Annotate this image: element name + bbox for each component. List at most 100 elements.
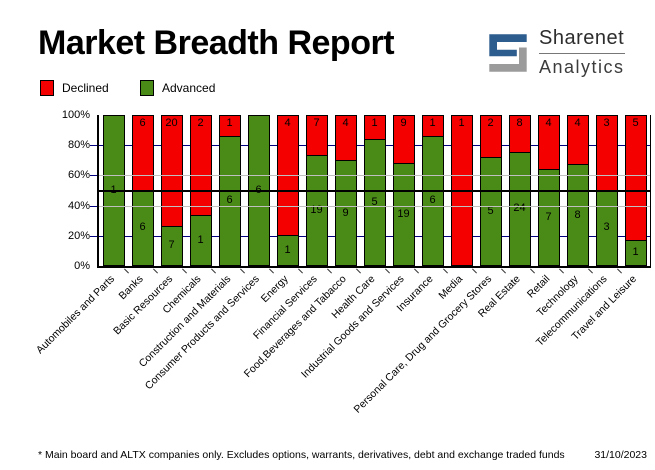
advanced-segment: 6 (421, 136, 444, 266)
y-axis-label: 0% (74, 260, 90, 272)
legend-item-advanced: Advanced (140, 80, 240, 96)
stacked-bar: 6 (218, 115, 241, 266)
declined-segment (450, 115, 473, 266)
declined-segment (160, 115, 183, 227)
declined-segment (334, 115, 357, 162)
advanced-value-label: 24 (513, 202, 526, 215)
x-axis-tick (414, 268, 419, 274)
y-axis-tick (90, 175, 97, 177)
advanced-segment: 1 (102, 115, 125, 266)
declined-segment (508, 115, 531, 153)
declined-segment (479, 115, 502, 159)
declined-value-label: 2 (487, 117, 494, 129)
stacked-bar: 5 (363, 115, 386, 266)
advanced-value-label: 1 (284, 243, 291, 256)
declined-value-label: 1 (226, 117, 233, 129)
bar-slot: 20 7 (157, 115, 186, 266)
y-axis-tick (90, 145, 97, 147)
stacked-bar: 9 (334, 115, 357, 266)
stacked-bar: 1 (276, 115, 299, 266)
declined-value-label: 1 (429, 117, 436, 129)
declined-segment (189, 115, 212, 216)
declined-value-label: 2 (197, 117, 204, 129)
y-axis-label: 80% (67, 139, 90, 152)
stacked-bar: 7 (537, 115, 560, 266)
advanced-value-label: 6 (429, 194, 436, 207)
advanced-value-label: 6 (226, 194, 233, 207)
stacked-bar (450, 115, 473, 266)
advanced-segment: 3 (595, 190, 618, 266)
advanced-value-label: 7 (168, 239, 175, 252)
x-axis-tick (124, 268, 129, 274)
stacked-bar: 7 (160, 115, 183, 266)
declined-value-label: 6 (139, 117, 146, 129)
advanced-segment: 5 (363, 140, 386, 266)
declined-swatch-icon (40, 80, 54, 96)
x-axis-tick (530, 268, 535, 274)
x-axis-tick (240, 268, 245, 274)
advanced-segment: 6 (131, 190, 154, 266)
category-label: Automobiles and Parts (33, 273, 117, 357)
declined-value-label: 4 (342, 117, 349, 129)
declined-value-label: 1 (458, 117, 465, 129)
x-axis-tick (356, 268, 361, 274)
advanced-segment: 5 (479, 158, 502, 266)
bar-slot: 9 19 (389, 115, 418, 266)
advanced-value-label: 1 (197, 233, 204, 246)
advanced-value-label: 1 (110, 184, 117, 196)
bar-slot: 1 (99, 115, 128, 266)
declined-value-label: 5 (632, 117, 639, 129)
stacked-bar: 6 (421, 115, 444, 266)
sharenet-logo: Sharenet Analytics (486, 27, 625, 78)
legend-item-declined: Declined (40, 80, 140, 96)
page-title: Market Breadth Report (38, 24, 395, 62)
sharenet-logo-icon (489, 33, 527, 72)
declined-value-label: 20 (165, 117, 178, 129)
x-axis-tick (472, 268, 477, 274)
advanced-value-label: 7 (545, 210, 552, 223)
declined-segment (218, 115, 241, 137)
advanced-segment: 1 (624, 240, 647, 266)
logo-text: Sharenet Analytics (539, 27, 625, 78)
stacked-bar: 6 (247, 115, 270, 266)
x-axis-tick (182, 268, 187, 274)
declined-value-label: 3 (603, 117, 610, 129)
declined-segment (363, 115, 386, 141)
x-axis-tick (588, 268, 593, 274)
x-axis-tick (443, 268, 448, 274)
advanced-segment: 7 (160, 226, 183, 266)
declined-segment (421, 115, 444, 137)
advanced-segment: 7 (537, 169, 560, 266)
advanced-segment: 19 (392, 163, 415, 266)
report-date: 31/10/2023 (594, 449, 647, 461)
advanced-value-label: 3 (603, 221, 610, 234)
advanced-swatch-icon (140, 80, 154, 96)
stacked-bar: 1 (189, 115, 212, 266)
legend-advanced-label: Advanced (162, 81, 216, 95)
advanced-value-label: 8 (574, 208, 581, 221)
x-axis-tick (153, 268, 158, 274)
y-axis-tick (90, 205, 97, 207)
declined-segment (566, 115, 589, 166)
declined-value-label: 1 (371, 117, 378, 129)
stacked-bar: 19 (305, 115, 328, 266)
stacked-bar: 1 (624, 115, 647, 266)
advanced-segment: 24 (508, 152, 531, 266)
declined-segment (624, 115, 647, 241)
declined-segment (276, 115, 299, 236)
bar-slot: 6 (244, 115, 273, 266)
stacked-bar: 5 (479, 115, 502, 266)
declined-value-label: 9 (400, 117, 407, 129)
y-axis-label: 100% (61, 109, 90, 121)
x-axis-tick (501, 268, 506, 274)
y-axis-tick (90, 235, 97, 237)
advanced-value-label: 6 (139, 221, 146, 234)
advanced-segment: 6 (218, 136, 241, 266)
declined-segment (537, 115, 560, 170)
